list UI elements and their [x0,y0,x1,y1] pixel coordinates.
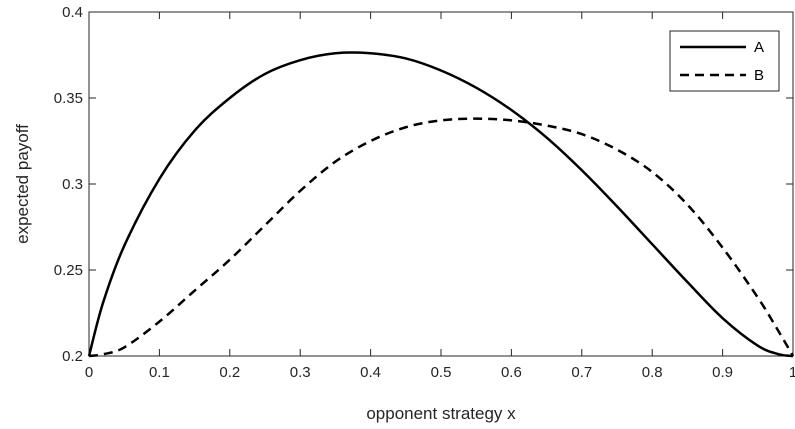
y-axis-label: expected payoff [13,124,32,244]
y-tick-label: 0.3 [62,176,83,193]
legend-label-a: A [754,39,764,56]
series-line-a [87,51,794,358]
legend-box [669,30,780,92]
x-tick-label: 0 [85,364,93,381]
y-tick-label: 0.25 [54,262,83,279]
x-axis-label: opponent strategy x [366,404,516,423]
y-tick-label: 0.2 [62,348,83,365]
y-tick-label: 0.4 [62,4,83,21]
series-line-b [88,117,795,358]
x-tick-label: 0.4 [360,364,381,381]
legend-label-b: B [754,67,764,84]
x-tick-label: 0.8 [642,364,663,381]
x-tick-label: 0.7 [571,364,592,381]
x-tick-label: 0.5 [431,364,452,381]
x-tick-label: 0.1 [149,364,170,381]
x-tick-label: 0.3 [290,364,311,381]
x-tick-label: 1 [789,364,795,381]
x-tick-label: 0.6 [501,364,522,381]
x-tick-label: 0.9 [712,364,733,381]
x-tick-label: 0.2 [219,364,240,381]
y-tick-label: 0.35 [54,90,83,107]
